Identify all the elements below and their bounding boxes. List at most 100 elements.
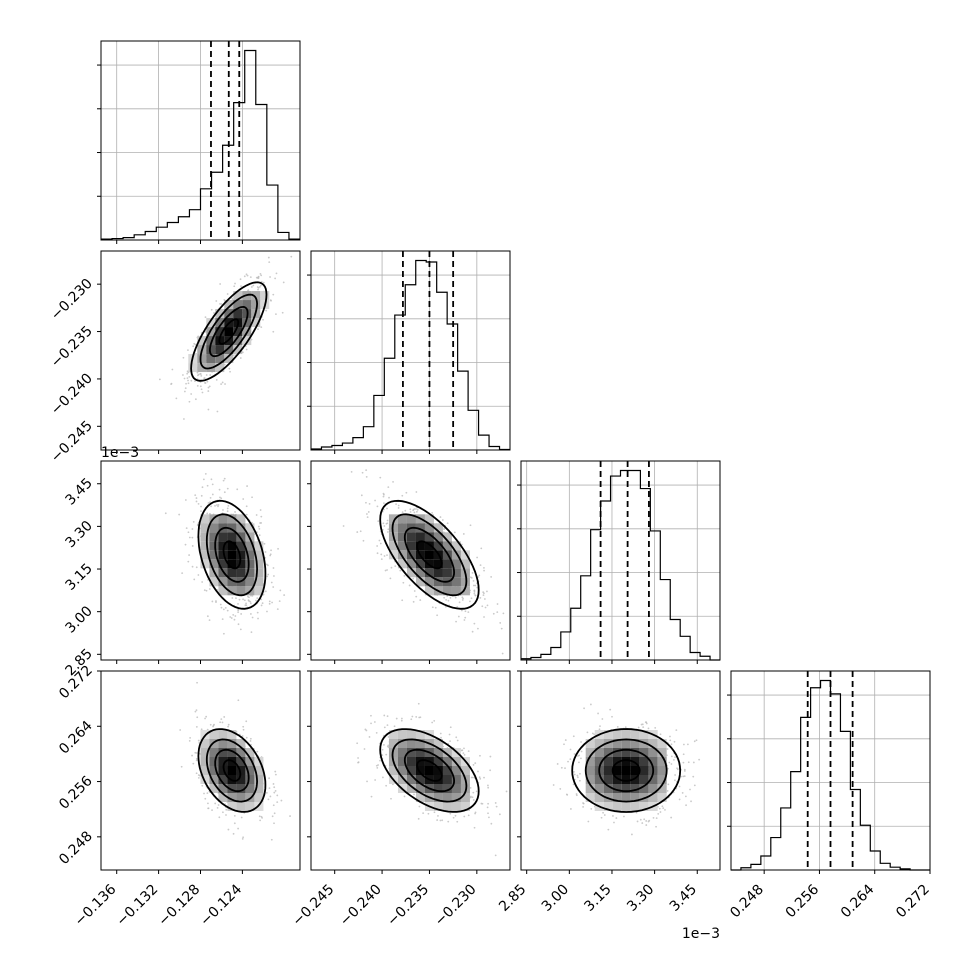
sample-point xyxy=(412,600,415,603)
density-cell xyxy=(639,757,649,766)
sample-point xyxy=(201,784,204,787)
sample-point xyxy=(227,723,230,726)
sample-point xyxy=(505,790,508,793)
sample-point xyxy=(389,577,392,580)
sample-point xyxy=(472,584,475,587)
sample-point xyxy=(289,815,291,817)
panel-background xyxy=(731,671,930,870)
sample-point xyxy=(195,752,198,754)
sample-point xyxy=(600,816,603,819)
density-cell xyxy=(227,532,237,542)
density-cell xyxy=(227,568,237,578)
panel-content xyxy=(342,469,505,655)
density-cell xyxy=(397,523,407,533)
sample-point xyxy=(201,391,204,394)
density-cell xyxy=(224,309,234,319)
sample-point xyxy=(195,757,198,760)
sample-point xyxy=(251,594,254,597)
sample-point xyxy=(243,275,246,278)
sample-point xyxy=(477,627,479,630)
sample-point xyxy=(186,370,189,373)
sample-point xyxy=(233,618,236,621)
sample-point xyxy=(217,505,219,508)
sample-point xyxy=(191,528,194,530)
sample-point xyxy=(580,741,582,743)
sample-point xyxy=(427,812,430,815)
sample-point xyxy=(187,560,190,563)
density-cell xyxy=(218,793,228,802)
sample-point xyxy=(382,522,385,525)
sample-point xyxy=(615,817,618,819)
sample-point xyxy=(240,613,243,615)
sample-point xyxy=(473,826,476,829)
histogram-panel-p1 xyxy=(97,40,301,244)
sample-point xyxy=(197,739,200,742)
density-cell xyxy=(648,793,658,802)
sample-point xyxy=(182,356,185,359)
sample-point xyxy=(559,788,562,790)
sample-point xyxy=(200,728,203,731)
sample-point xyxy=(237,603,239,605)
sample-point xyxy=(246,485,248,487)
density-cell xyxy=(612,793,622,802)
density-cell xyxy=(245,559,255,569)
density-cell xyxy=(388,766,398,775)
density-cell xyxy=(200,550,210,560)
sample-point xyxy=(449,812,452,815)
density-cell xyxy=(415,568,425,578)
scatter-panel-p1-p3 xyxy=(97,460,301,664)
sample-point xyxy=(364,728,367,731)
sample-point xyxy=(175,397,178,400)
sample-point xyxy=(613,821,615,824)
sample-point xyxy=(431,606,434,609)
density-cell xyxy=(442,757,452,766)
sample-point xyxy=(572,735,575,738)
sample-point xyxy=(472,776,474,779)
sample-point xyxy=(257,328,259,331)
sample-point xyxy=(187,349,189,352)
sample-point xyxy=(275,272,278,275)
sample-point xyxy=(666,748,669,750)
sample-point xyxy=(184,543,187,546)
density-cell xyxy=(236,784,246,793)
sample-point xyxy=(185,527,188,530)
sample-point xyxy=(631,833,633,836)
sample-point xyxy=(666,790,669,792)
sample-point xyxy=(433,719,436,722)
density-cell xyxy=(236,586,246,596)
density-cell xyxy=(254,757,264,766)
sample-point xyxy=(221,618,224,621)
sample-point xyxy=(218,816,221,819)
sample-point xyxy=(186,372,189,375)
sample-point xyxy=(386,569,388,571)
density-cell xyxy=(197,354,207,364)
sample-point xyxy=(490,822,493,825)
sample-point xyxy=(374,499,376,502)
density-cell xyxy=(254,775,264,784)
density-cell xyxy=(657,775,667,784)
density-cell xyxy=(233,309,243,319)
sample-point xyxy=(494,854,497,857)
sample-point xyxy=(268,602,271,605)
density-cell xyxy=(585,766,595,775)
sample-point xyxy=(382,495,385,498)
density-cell xyxy=(442,541,452,551)
density-cell xyxy=(397,730,407,739)
density-cell xyxy=(209,532,219,542)
sample-point xyxy=(483,598,486,600)
density-cell xyxy=(397,757,407,766)
sample-point xyxy=(203,377,206,380)
sample-point xyxy=(388,496,390,499)
sample-point xyxy=(496,611,499,613)
contour-4 xyxy=(379,728,480,813)
sample-point xyxy=(418,716,421,719)
density-cell xyxy=(200,541,210,551)
sample-point xyxy=(195,725,198,728)
x-tick-label-p2: −0.240 xyxy=(337,882,385,930)
density-cell xyxy=(254,793,264,802)
sample-point xyxy=(274,790,277,792)
sample-point xyxy=(481,605,484,608)
sample-point xyxy=(462,533,465,535)
sample-point xyxy=(245,720,248,723)
sample-point xyxy=(607,828,610,831)
